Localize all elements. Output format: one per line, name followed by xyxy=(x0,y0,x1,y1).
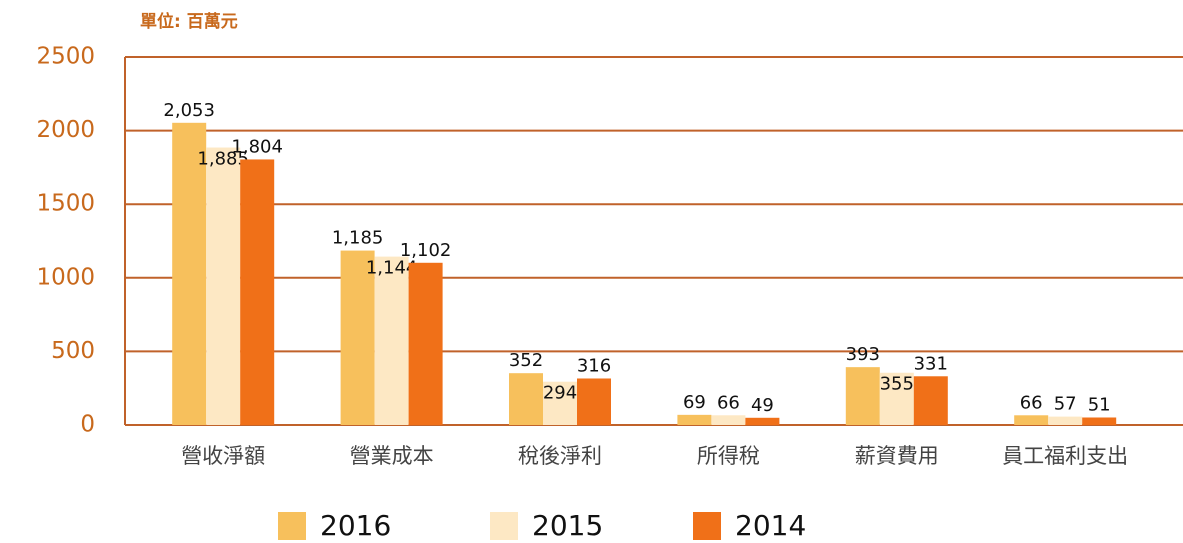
bar xyxy=(408,262,443,425)
bar xyxy=(1048,416,1083,425)
bar xyxy=(845,367,880,425)
bar xyxy=(745,417,780,425)
bar xyxy=(1014,415,1049,425)
unit-label: 單位: 百萬元 xyxy=(140,11,238,32)
legend-label: 2015 xyxy=(532,509,603,542)
value-label: 66 xyxy=(717,392,740,413)
bar xyxy=(913,376,948,425)
x-tick-label: 所得稅 xyxy=(697,444,760,468)
bar xyxy=(206,147,241,425)
x-tick-label: 員工福利支出 xyxy=(1002,444,1128,468)
bar xyxy=(677,414,712,425)
bar xyxy=(543,381,577,425)
legend-label: 2014 xyxy=(735,509,806,542)
y-tick-label: 2000 xyxy=(36,117,95,143)
x-tick-label: 營收淨額 xyxy=(181,444,265,468)
value-label: 352 xyxy=(509,350,543,371)
bar xyxy=(577,378,611,425)
value-label: 1,102 xyxy=(400,240,452,261)
bar xyxy=(172,122,207,425)
x-tick-label: 稅後淨利 xyxy=(518,444,602,468)
value-label: 69 xyxy=(683,392,706,413)
value-label: 355 xyxy=(880,374,914,395)
legend-label: 2016 xyxy=(320,509,391,542)
bar xyxy=(1082,417,1117,425)
bar xyxy=(240,159,275,425)
value-label: 57 xyxy=(1054,394,1077,415)
legend-swatch xyxy=(278,512,306,540)
y-tick-label: 2500 xyxy=(36,44,95,70)
value-label: 1,804 xyxy=(231,136,283,157)
bar xyxy=(374,256,409,425)
x-tick-label: 薪資費用 xyxy=(855,444,939,468)
legend-swatch xyxy=(693,512,721,540)
bar xyxy=(711,415,746,425)
x-tick-label: 營業成本 xyxy=(350,444,434,468)
value-label: 294 xyxy=(543,383,577,404)
y-tick-label: 0 xyxy=(80,412,95,438)
legend-swatch xyxy=(490,512,518,540)
value-label: 331 xyxy=(914,353,948,374)
value-label: 1,185 xyxy=(332,228,384,249)
y-tick-label: 1500 xyxy=(36,191,95,217)
value-label: 393 xyxy=(846,344,880,365)
value-label: 1,144 xyxy=(366,258,418,279)
value-label: 66 xyxy=(1020,392,1043,413)
value-label: 51 xyxy=(1088,394,1111,415)
value-label: 1,885 xyxy=(197,149,249,170)
bar xyxy=(879,372,914,425)
y-tick-label: 500 xyxy=(51,338,95,364)
bar xyxy=(509,373,543,425)
value-label: 49 xyxy=(751,395,774,416)
value-label: 2,053 xyxy=(163,100,215,121)
value-label: 316 xyxy=(577,355,611,376)
bar xyxy=(340,250,375,425)
y-tick-label: 1000 xyxy=(36,264,95,290)
